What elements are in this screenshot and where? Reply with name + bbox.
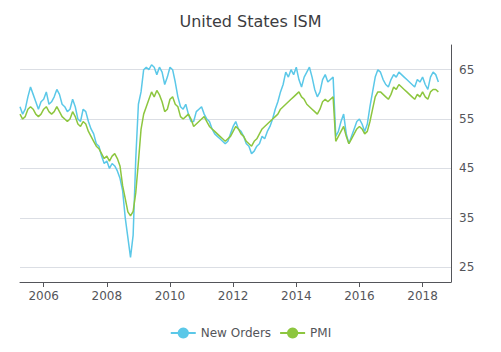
svg-text:45: 45 xyxy=(459,161,474,175)
svg-text:35: 35 xyxy=(459,211,474,225)
svg-text:2016: 2016 xyxy=(344,289,375,303)
svg-text:25: 25 xyxy=(459,260,474,274)
svg-text:55: 55 xyxy=(459,112,474,126)
svg-text:2008: 2008 xyxy=(92,289,123,303)
svg-text:United States ISM: United States ISM xyxy=(179,12,321,31)
svg-text:2018: 2018 xyxy=(407,289,438,303)
svg-text:PMI: PMI xyxy=(310,326,331,340)
svg-text:2010: 2010 xyxy=(155,289,186,303)
svg-text:New Orders: New Orders xyxy=(201,326,271,340)
svg-text:65: 65 xyxy=(459,63,474,77)
svg-text:2014: 2014 xyxy=(281,289,312,303)
svg-text:2012: 2012 xyxy=(218,289,249,303)
svg-text:2006: 2006 xyxy=(28,289,59,303)
